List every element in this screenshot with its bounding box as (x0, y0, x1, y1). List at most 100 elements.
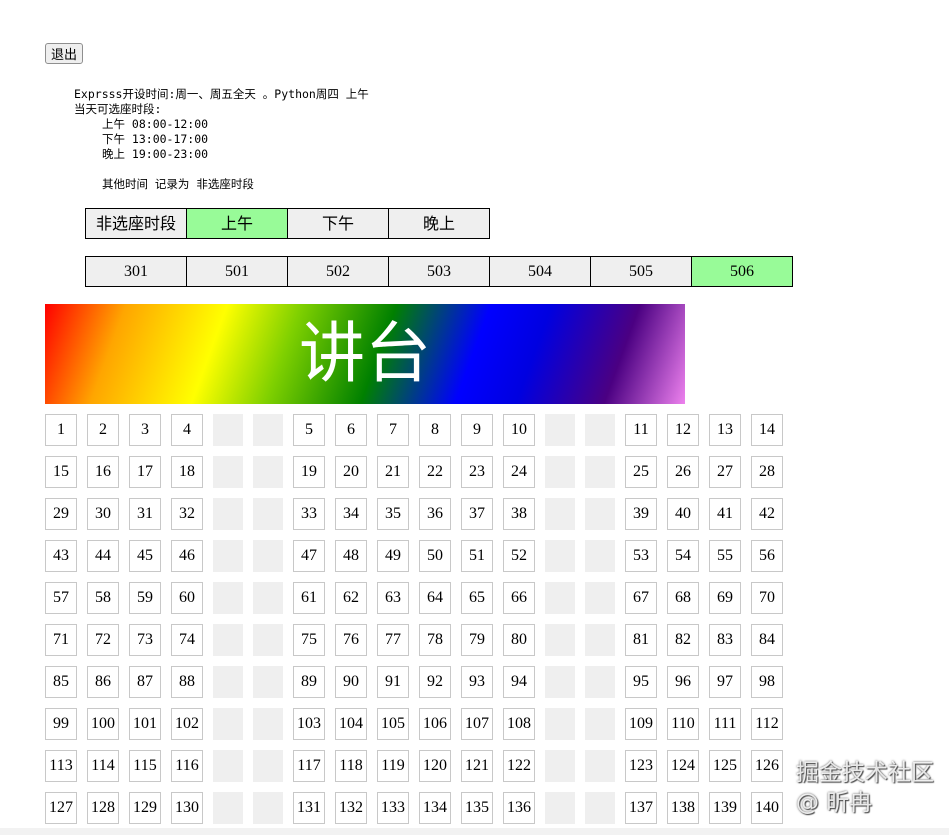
seat[interactable]: 81 (625, 624, 657, 656)
seat[interactable]: 15 (45, 456, 77, 488)
seat[interactable]: 23 (461, 456, 493, 488)
seat[interactable]: 59 (129, 582, 161, 614)
seat[interactable]: 124 (667, 750, 699, 782)
seat[interactable]: 112 (751, 708, 783, 740)
seat[interactable]: 107 (461, 708, 493, 740)
period-button-1[interactable]: 上午 (186, 208, 288, 239)
seat[interactable]: 24 (503, 456, 535, 488)
seat[interactable]: 8 (419, 414, 451, 446)
seat[interactable]: 74 (171, 624, 203, 656)
seat[interactable]: 129 (129, 792, 161, 824)
seat[interactable]: 118 (335, 750, 367, 782)
room-button-504[interactable]: 504 (489, 256, 591, 287)
seat[interactable]: 37 (461, 498, 493, 530)
seat[interactable]: 54 (667, 540, 699, 572)
room-button-501[interactable]: 501 (186, 256, 288, 287)
seat[interactable]: 31 (129, 498, 161, 530)
seat[interactable]: 102 (171, 708, 203, 740)
seat[interactable]: 84 (751, 624, 783, 656)
seat[interactable]: 20 (335, 456, 367, 488)
seat[interactable]: 76 (335, 624, 367, 656)
seat[interactable]: 13 (709, 414, 741, 446)
seat[interactable]: 103 (293, 708, 325, 740)
seat[interactable]: 98 (751, 666, 783, 698)
seat[interactable]: 50 (419, 540, 451, 572)
seat[interactable]: 17 (129, 456, 161, 488)
seat[interactable]: 73 (129, 624, 161, 656)
seat[interactable]: 51 (461, 540, 493, 572)
seat[interactable]: 4 (171, 414, 203, 446)
seat[interactable]: 56 (751, 540, 783, 572)
seat[interactable]: 136 (503, 792, 535, 824)
seat[interactable]: 75 (293, 624, 325, 656)
seat[interactable]: 130 (171, 792, 203, 824)
seat[interactable]: 122 (503, 750, 535, 782)
seat[interactable]: 12 (667, 414, 699, 446)
period-button-2[interactable]: 下午 (287, 208, 389, 239)
seat[interactable]: 85 (45, 666, 77, 698)
seat[interactable]: 40 (667, 498, 699, 530)
seat[interactable]: 41 (709, 498, 741, 530)
seat[interactable]: 89 (293, 666, 325, 698)
seat[interactable]: 140 (751, 792, 783, 824)
seat[interactable]: 69 (709, 582, 741, 614)
seat[interactable]: 57 (45, 582, 77, 614)
seat[interactable]: 60 (171, 582, 203, 614)
seat[interactable]: 53 (625, 540, 657, 572)
seat[interactable]: 9 (461, 414, 493, 446)
seat[interactable]: 16 (87, 456, 119, 488)
seat[interactable]: 32 (171, 498, 203, 530)
seat[interactable]: 110 (667, 708, 699, 740)
seat[interactable]: 138 (667, 792, 699, 824)
seat[interactable]: 101 (129, 708, 161, 740)
seat[interactable]: 72 (87, 624, 119, 656)
period-button-3[interactable]: 晚上 (388, 208, 490, 239)
seat[interactable]: 95 (625, 666, 657, 698)
seat[interactable]: 42 (751, 498, 783, 530)
seat[interactable]: 48 (335, 540, 367, 572)
seat[interactable]: 71 (45, 624, 77, 656)
seat[interactable]: 113 (45, 750, 77, 782)
seat[interactable]: 94 (503, 666, 535, 698)
seat[interactable]: 78 (419, 624, 451, 656)
seat[interactable]: 33 (293, 498, 325, 530)
seat[interactable]: 109 (625, 708, 657, 740)
seat[interactable]: 128 (87, 792, 119, 824)
seat[interactable]: 6 (335, 414, 367, 446)
seat[interactable]: 123 (625, 750, 657, 782)
seat[interactable]: 21 (377, 456, 409, 488)
seat[interactable]: 90 (335, 666, 367, 698)
seat[interactable]: 28 (751, 456, 783, 488)
seat[interactable]: 64 (419, 582, 451, 614)
seat[interactable]: 35 (377, 498, 409, 530)
seat[interactable]: 30 (87, 498, 119, 530)
seat[interactable]: 36 (419, 498, 451, 530)
seat[interactable]: 61 (293, 582, 325, 614)
room-button-502[interactable]: 502 (287, 256, 389, 287)
seat[interactable]: 116 (171, 750, 203, 782)
seat[interactable]: 121 (461, 750, 493, 782)
seat[interactable]: 134 (419, 792, 451, 824)
seat[interactable]: 117 (293, 750, 325, 782)
seat[interactable]: 99 (45, 708, 77, 740)
exit-button[interactable]: 退出 (45, 43, 84, 64)
seat[interactable]: 55 (709, 540, 741, 572)
seat[interactable]: 34 (335, 498, 367, 530)
seat[interactable]: 11 (625, 414, 657, 446)
seat[interactable]: 131 (293, 792, 325, 824)
period-button-0[interactable]: 非选座时段 (85, 208, 187, 239)
seat[interactable]: 3 (129, 414, 161, 446)
seat[interactable]: 1 (45, 414, 77, 446)
seat[interactable]: 127 (45, 792, 77, 824)
seat[interactable]: 45 (129, 540, 161, 572)
seat[interactable]: 105 (377, 708, 409, 740)
room-button-503[interactable]: 503 (388, 256, 490, 287)
seat[interactable]: 93 (461, 666, 493, 698)
seat[interactable]: 44 (87, 540, 119, 572)
seat[interactable]: 92 (419, 666, 451, 698)
seat[interactable]: 79 (461, 624, 493, 656)
seat[interactable]: 29 (45, 498, 77, 530)
seat[interactable]: 86 (87, 666, 119, 698)
seat[interactable]: 26 (667, 456, 699, 488)
seat[interactable]: 96 (667, 666, 699, 698)
